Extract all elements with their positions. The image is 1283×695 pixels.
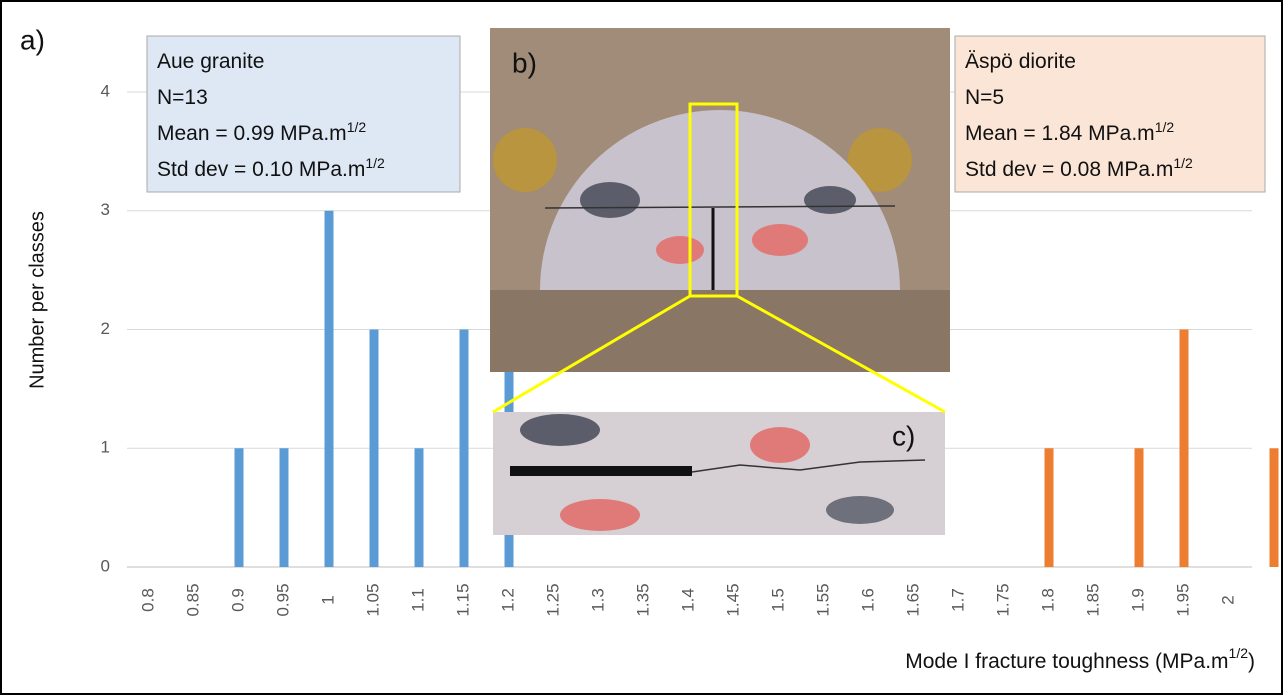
bar xyxy=(325,211,334,567)
y-tick-label: 1 xyxy=(101,438,110,457)
box-text: Std dev = 0.08 MPa.m xyxy=(965,158,1173,181)
x-tick-label: 1.15 xyxy=(453,583,472,616)
x-tick-label: 1.05 xyxy=(363,583,382,616)
x-tick-label: 1.8 xyxy=(1038,588,1057,612)
x-tick-label: 0.95 xyxy=(273,583,292,616)
box-sup: 1/2 xyxy=(347,119,367,135)
box-line: Std dev = 0.10 MPa.m1/2 xyxy=(157,155,385,181)
x-tick-label: 2 xyxy=(1218,595,1237,604)
x-tick-label: 0.9 xyxy=(228,588,247,612)
panel-label: a) xyxy=(20,24,45,55)
box-line: N=5 xyxy=(965,86,1004,109)
box-text: N=5 xyxy=(965,86,1004,109)
y-tick-label: 4 xyxy=(101,81,110,100)
box-title: Äspö diorite xyxy=(965,50,1076,73)
x-tick-label: 1.65 xyxy=(903,583,922,616)
box-sup: 1/2 xyxy=(1173,155,1193,171)
x-tick-label: 1.5 xyxy=(768,588,787,612)
x-tick-label: 1.4 xyxy=(678,588,697,612)
x-tick-label: 0.8 xyxy=(138,588,157,612)
x-tick-label: 1.95 xyxy=(1173,583,1192,616)
x-tick-label: 1.1 xyxy=(408,588,427,612)
box-sup: 1/2 xyxy=(1155,119,1175,135)
x-tick-label: 0.85 xyxy=(183,583,202,616)
box-line: N=13 xyxy=(157,86,208,109)
bar xyxy=(1270,448,1279,567)
y-tick-label: 2 xyxy=(101,319,110,338)
x-tick-label: 1.9 xyxy=(1128,588,1147,612)
bar xyxy=(460,330,469,568)
box-text: N=13 xyxy=(157,86,208,109)
panel-label: c) xyxy=(892,420,915,451)
box-text: Std dev = 0.10 MPa.m xyxy=(157,158,365,181)
x-tick-label: 1.85 xyxy=(1083,583,1102,616)
bar xyxy=(280,448,289,567)
y-axis-label: Number per classes xyxy=(26,211,48,389)
x-axis-label: Mode I fracture toughness (MPa.m1/2) xyxy=(905,645,1255,673)
box-sup: 1/2 xyxy=(365,155,385,171)
y-tick-label: 0 xyxy=(101,556,110,575)
x-tick-label: 1.2 xyxy=(498,588,517,612)
box-line: Mean = 0.99 MPa.m1/2 xyxy=(157,119,366,145)
y-tick-label: 3 xyxy=(101,200,110,219)
x-tick-label: 1.55 xyxy=(813,583,832,616)
bar xyxy=(235,448,244,567)
box-line: Mean = 1.84 MPa.m1/2 xyxy=(965,119,1174,145)
x-tick-label: 1.7 xyxy=(948,588,967,612)
box-title: Aue granite xyxy=(157,50,264,73)
photo-specimen: b) xyxy=(490,28,950,372)
box-text: Mean = 1.84 MPa.m xyxy=(965,122,1155,145)
chart: a) Number per classes Mode I fracture to… xyxy=(0,0,1283,695)
x-tick-label: 1.35 xyxy=(633,583,652,616)
x-tick-label: 1.25 xyxy=(543,583,562,616)
bar xyxy=(1045,448,1054,567)
bar xyxy=(1135,448,1144,567)
x-tick-label: 1.3 xyxy=(588,588,607,612)
bar xyxy=(415,448,424,567)
x-tick-label: 1.6 xyxy=(858,588,877,612)
x-tick-label: 1.45 xyxy=(723,583,742,616)
panel-label: b) xyxy=(512,47,537,78)
x-tick-label: 1.75 xyxy=(993,583,1012,616)
x-tick-label: 1 xyxy=(318,595,337,604)
bar xyxy=(370,330,379,568)
bar xyxy=(1180,330,1189,568)
photo-detail: c) xyxy=(493,412,945,535)
box-line: Std dev = 0.08 MPa.m1/2 xyxy=(965,155,1193,181)
box-text: Mean = 0.99 MPa.m xyxy=(157,122,347,145)
